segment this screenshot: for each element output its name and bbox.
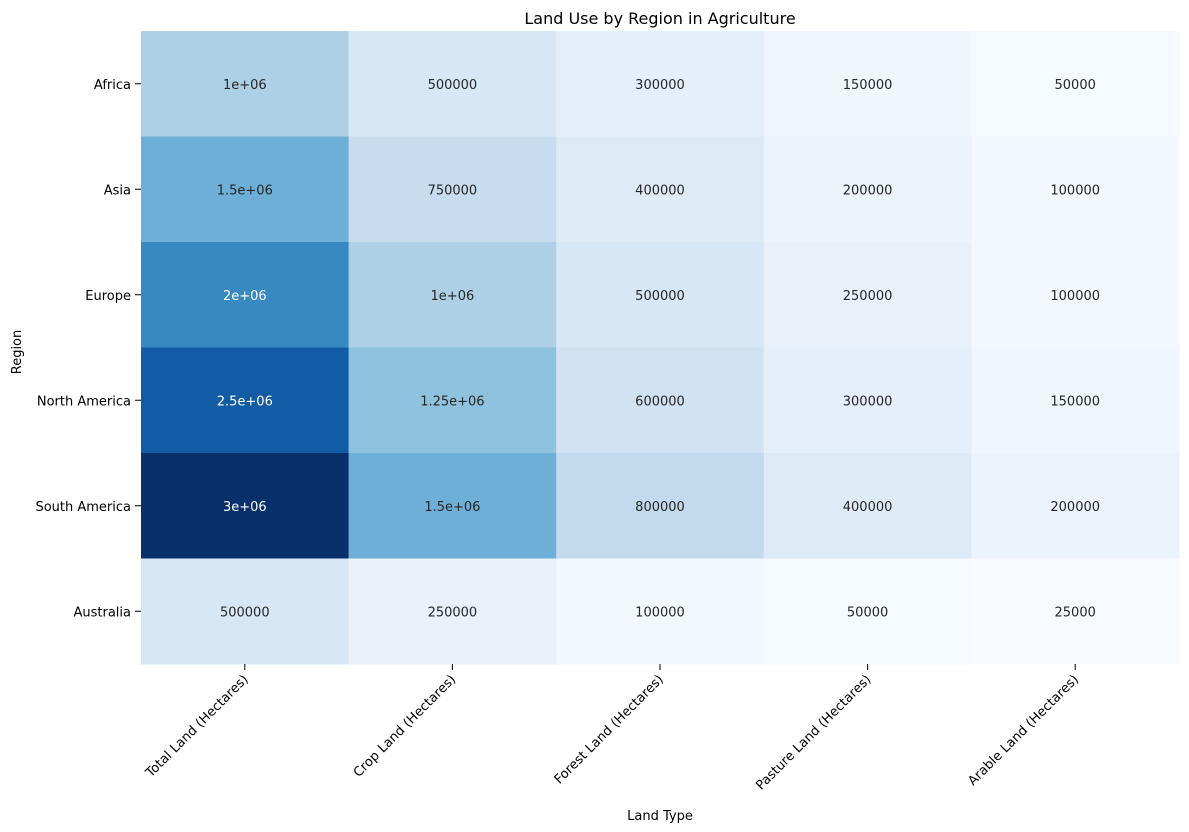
heatmap-cell-label: 100000 [635,605,685,620]
heatmap-cell [763,242,972,348]
heatmap-cell-label: 250000 [428,605,478,620]
heatmap-cell [348,136,557,243]
heatmap-cell-label: 1.25e+06 [420,394,484,409]
x-axis-label: Land Type [627,809,693,824]
heatmap-cell-label: 750000 [428,183,478,198]
heatmap-cell [556,453,765,559]
heatmap-cell-label: 1.5e+06 [424,500,480,515]
y-tick-label: Asia [104,183,131,198]
heatmap-cell [971,136,1180,243]
heatmap-cell [763,31,972,137]
heatmap-cell-label: 200000 [843,183,893,198]
heatmap-cell-labels: 1e+06 500000 300000 150000 50000 1.5e+06 75000… [217,78,1100,621]
heatmap-cell-label: 300000 [843,394,893,409]
heatmap-cell-label: 800000 [635,500,685,515]
heatmap-cell-label: 2.5e+06 [217,394,273,409]
heatmap-cell [971,347,1180,454]
heatmap-cell-label: 400000 [635,183,685,198]
heatmap-cell [971,453,1180,559]
y-tick-label: Europe [85,289,131,304]
heatmap-cell-label: 100000 [1050,183,1100,198]
heatmap-cell-label: 600000 [635,394,685,409]
heatmap-cell-label: 2e+06 [223,289,267,304]
heatmap-cell-label: 50000 [1055,78,1096,93]
heatmap-cell [763,558,972,665]
heatmap-cell [971,558,1180,665]
heatmap-cell [556,558,765,665]
heatmap-cell-label: 25000 [1055,605,1096,620]
chart-title: Land Use by Region in Agriculture [524,9,795,28]
x-tick-label: Forest Land (Hectares) [552,672,667,787]
heatmap-cell-label: 50000 [847,605,888,620]
heatmap-cell [763,453,972,559]
heatmap-cell-label: 500000 [428,78,478,93]
heatmap-cell [348,242,557,348]
heatmap-cell [556,31,765,137]
x-tick-label: Pasture Land (Hectares) [753,672,874,793]
x-axis: Total Land (Hectares) Crop Land (Hectares… [143,664,1082,793]
y-tick-label: South America [35,500,131,515]
y-axis-label: Region [10,330,25,375]
heatmap-cell [141,558,350,665]
heatmap-cell-label: 250000 [843,289,893,304]
heatmap-cell-label: 1e+06 [223,78,267,93]
heatmap-cell-label: 1.5e+06 [217,183,273,198]
heatmap-cell [556,347,765,454]
heatmap-cell [556,242,765,348]
heatmap-cell [141,347,350,454]
heatmap-cell [971,31,1180,137]
heatmap-cell [348,558,557,665]
y-tick-label: Australia [73,605,131,620]
heatmap-cell [763,347,972,454]
x-tick-label: Crop Land (Hectares) [351,672,459,780]
heatmap-cell [348,453,557,559]
heatmap-cell-label: 100000 [1050,289,1100,304]
heatmap-cell [141,242,350,348]
y-axis: Africa Asia Europe North America South Ameri… [35,78,141,620]
heatmap-cell-label: 500000 [635,289,685,304]
heatmap-cell [141,31,350,137]
x-tick-label: Arable Land (Hectares) [965,672,1082,789]
heatmap-cell-label: 150000 [843,78,893,93]
heatmap-cell-label: 500000 [220,605,270,620]
heatmap-cell-label: 3e+06 [223,500,267,515]
y-tick-label: North America [37,394,131,409]
heatmap-cell-label: 400000 [843,500,893,515]
heatmap-cell-label: 200000 [1050,500,1100,515]
heatmap-cell-label: 150000 [1050,394,1100,409]
heatmap-cell [556,136,765,243]
heatmap-cell [141,136,350,243]
y-tick-label: Africa [94,78,131,93]
x-tick-label: Total Land (Hectares) [143,672,252,781]
heatmap-cells [141,31,1180,665]
heatmap-cell-label: 300000 [635,78,685,93]
heatmap-cell-label: 1e+06 [431,289,475,304]
heatmap-cell [348,31,557,137]
heatmap-cell [971,242,1180,348]
heatmap-cell [763,136,972,243]
heatmap-cell [141,453,350,559]
heatmap-cell [348,347,557,454]
